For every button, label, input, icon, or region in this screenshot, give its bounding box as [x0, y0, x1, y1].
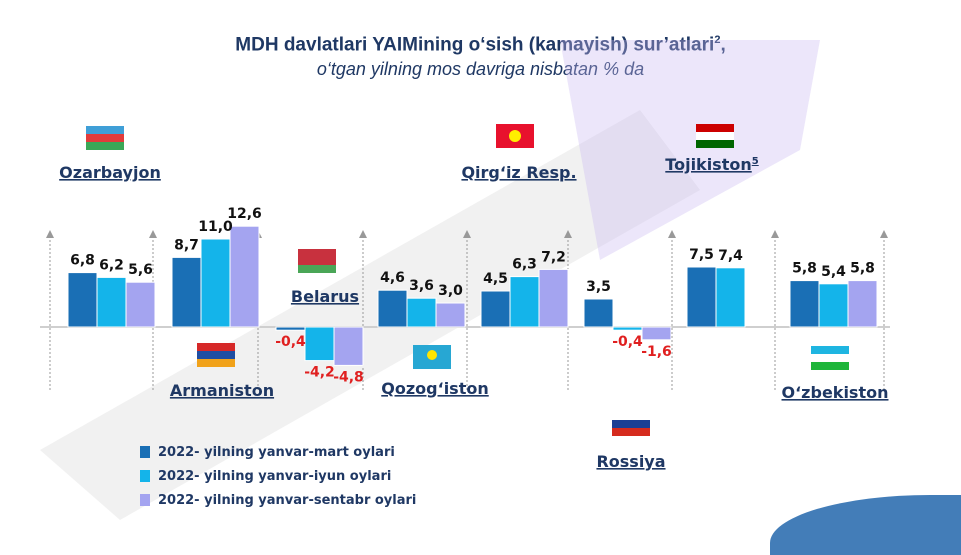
bar-2-ozarbayjon: [96, 276, 127, 328]
legend-swatch-series-2: [140, 470, 150, 482]
bar-3-qozog-iston: [435, 302, 466, 328]
legend-item-series-2: 2022- yilning yanvar-iyun oylari: [140, 464, 416, 488]
bar-3-rossiya: [641, 326, 672, 341]
divider-arrow-icon: [771, 230, 779, 238]
category-label: Tojikiston5: [665, 155, 758, 174]
divider-arrow-icon: [880, 230, 888, 238]
legend-swatch-series-3: [140, 494, 150, 506]
data-label: 5,4: [821, 264, 846, 280]
watermark-shape: [560, 40, 820, 260]
bar-1-qozog-iston: [377, 289, 408, 328]
category-label: Ozarbayjon: [59, 163, 161, 182]
chart-title-footnote: 2: [714, 34, 721, 46]
data-label: 6,3: [512, 257, 537, 273]
data-label: 7,5: [689, 247, 714, 263]
bar-1-ozarbayjon: [67, 272, 98, 328]
divider-arrow-icon: [668, 230, 676, 238]
bar-1-o-zbekiston: [789, 280, 820, 328]
legend-label-series-1: 2022- yilning yanvar-mart oylari: [158, 444, 395, 460]
data-label: 5,6: [128, 262, 153, 278]
divider-arrow-icon: [149, 230, 157, 238]
data-label: 4,6: [380, 270, 405, 286]
data-label: 12,6: [227, 206, 262, 222]
divider-arrow-icon: [463, 230, 471, 238]
category-label: O‘zbekiston: [782, 383, 889, 402]
data-label: -4,8: [333, 369, 364, 385]
category-footnote: 5: [752, 156, 759, 167]
data-label: 4,5: [483, 271, 508, 287]
bar-2-rossiya: [612, 326, 643, 331]
bar-3-belarus: [333, 326, 364, 366]
labels-layer: 6,8 8,7 -0,4 4,6 4,5 3,5 7,5 5,8 6,2 11,0 -4,2 3,6 6…: [59, 124, 888, 471]
chart-legend: 2022- yilning yanvar-mart oylari 2022- y…: [140, 440, 416, 512]
kyrgyzstan-flag-icon: [496, 124, 534, 148]
russia-flag-icon: [612, 412, 650, 436]
bar-3-qirg-iz-resp-: [538, 268, 569, 328]
data-label: 3,5: [586, 279, 611, 295]
bar-1-qirg-iz-resp-: [480, 290, 511, 328]
bar-1-tojikiston: [686, 266, 717, 328]
bar-2-tojikiston: [715, 267, 746, 328]
data-label: 7,2: [541, 249, 566, 265]
legend-label-series-2: 2022- yilning yanvar-iyun oylari: [158, 468, 392, 484]
divider-arrow-icon: [46, 230, 54, 238]
bar-2-belarus: [304, 326, 335, 362]
data-label: -0,4: [275, 334, 306, 350]
kazakhstan-flag-icon: [413, 345, 451, 369]
category-label: Armaniston: [170, 381, 274, 400]
uzbekistan-flag-icon: [811, 346, 849, 370]
data-label: 5,8: [792, 261, 817, 277]
chart-title: MDH davlatlari YAIMining o‘sish (kamayis…: [0, 34, 961, 56]
bar-2-qozog-iston: [406, 297, 437, 328]
category-label: Qirg‘iz Resp.: [461, 163, 576, 182]
bar-2-armaniston: [200, 238, 231, 328]
data-label: 5,8: [850, 261, 875, 277]
bar-2-o-zbekiston: [818, 283, 849, 328]
data-label: 6,8: [70, 253, 95, 269]
gdp-growth-bar-chart: 6,8 8,7 -0,4 4,6 4,5 3,5 7,5 5,8 6,2 11,0 -4,2 3,6 6…: [40, 40, 890, 520]
watermark-band: [40, 110, 700, 520]
data-label: 3,0: [438, 283, 463, 299]
bar-3-armaniston: [229, 225, 260, 328]
legend-item-series-1: 2022- yilning yanvar-mart oylari: [140, 440, 416, 464]
tajikistan-flag-icon: [696, 124, 734, 148]
category-label: Belarus: [291, 287, 359, 306]
bars-layer: [40, 40, 890, 520]
bar-1-rossiya: [583, 298, 614, 328]
data-label: 8,7: [174, 237, 199, 253]
bar-3-ozarbayjon: [125, 281, 156, 328]
bar-1-armaniston: [171, 256, 202, 328]
chart-subtitle: o‘tgan yilning mos davriga nisbatan % da: [316, 59, 645, 79]
bar-2-qirg-iz-resp-: [509, 276, 540, 328]
data-label: -0,4: [612, 334, 643, 350]
category-label: Qozog‘iston: [381, 379, 488, 398]
legend-item-series-3: 2022- yilning yanvar-sentabr oylari: [140, 488, 416, 512]
data-label: 7,4: [718, 248, 743, 264]
legend-label-series-3: 2022- yilning yanvar-sentabr oylari: [158, 492, 417, 508]
divider-arrow-icon: [564, 230, 572, 238]
data-label: 6,2: [99, 257, 124, 273]
bar-3-o-zbekiston: [847, 280, 878, 328]
belarus-flag-icon: [298, 249, 336, 273]
data-label: 11,0: [198, 219, 233, 235]
data-label: 3,6: [409, 278, 434, 294]
chart-title-suffix: ,: [720, 34, 726, 56]
azerbaijan-flag-icon: [86, 126, 124, 150]
chart-title-text: MDH davlatlari YAIMining o‘sish (kamayis…: [235, 34, 715, 56]
bar-1-belarus: [275, 326, 306, 331]
divider-arrow-icon: [359, 230, 367, 238]
data-label: -1,6: [641, 344, 672, 360]
category-label: Rossiya: [596, 452, 665, 471]
data-label: -4,2: [304, 365, 335, 381]
legend-swatch-series-1: [140, 446, 150, 458]
armenia-flag-icon: [197, 343, 235, 367]
